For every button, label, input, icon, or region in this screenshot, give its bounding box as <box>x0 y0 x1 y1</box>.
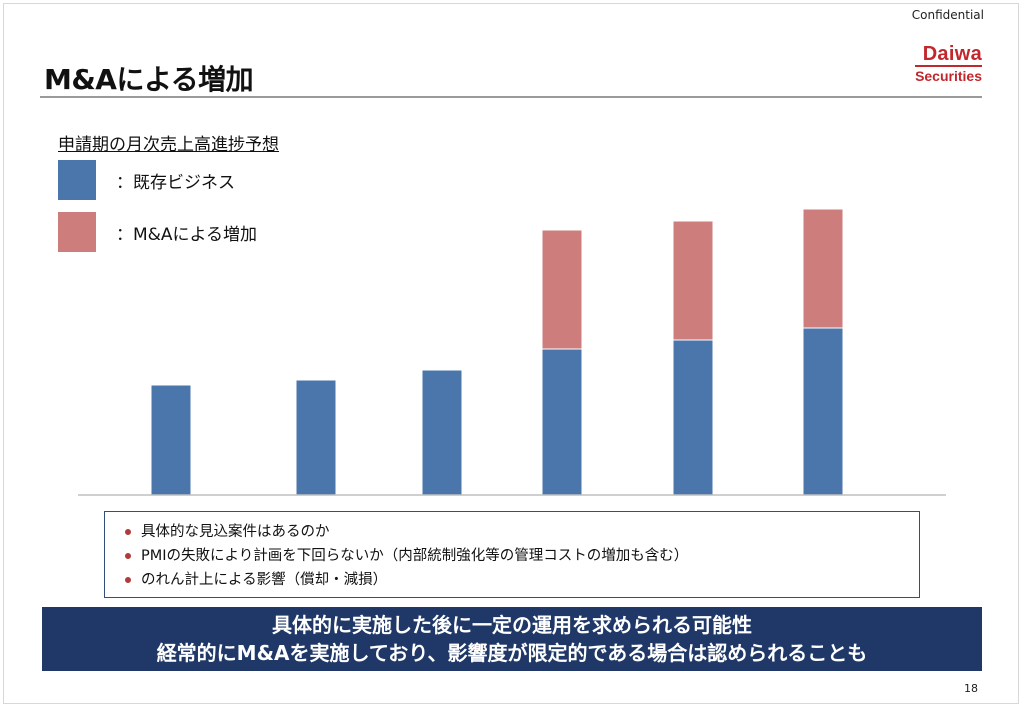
legend-swatch-existing <box>58 160 96 200</box>
logo-main-text: Daiwa <box>922 43 982 65</box>
chart-title: 申請期の月次売上高進捗予想 <box>58 135 279 155</box>
bullet-dot-icon <box>125 553 131 559</box>
chart-bars <box>150 208 844 496</box>
legend-label-ma: ：M&Aによる増加 <box>116 224 258 245</box>
bar-existing-2 <box>295 379 337 496</box>
page-number: 18 <box>964 682 978 695</box>
bar-existing-1 <box>150 384 192 496</box>
banner-line-2: 経常的にM&Aを実施しており、影響度が限定的である場合は認められることも <box>156 641 868 665</box>
bar-ma-4 <box>541 229 583 350</box>
bullet-dot-icon <box>125 529 131 535</box>
bar-ma-6 <box>802 208 844 329</box>
legend-item-ma: ：M&Aによる増加 <box>58 212 257 252</box>
title-divider <box>40 96 982 98</box>
logo-sub-text: Securities <box>915 68 982 84</box>
slide-frame <box>3 3 1019 704</box>
legend-item-existing: ：既存ビジネス <box>58 160 235 200</box>
note-item: PMIの失敗により計画を下回らないか（内部統制強化等の管理コストの増加も含む） <box>123 544 919 568</box>
legend-swatch-ma <box>58 212 96 252</box>
bar-existing-6 <box>802 327 844 496</box>
confidential-label: Confidential <box>911 8 984 22</box>
bar-ma-5 <box>672 220 714 341</box>
note-text: PMIの失敗により計画を下回らないか（内部統制強化等の管理コストの増加も含む） <box>141 548 689 564</box>
note-item: のれん計上による影響（償却・減損） <box>123 568 919 592</box>
notes-list: 具体的な見込案件はあるのか PMIの失敗により計画を下回らないか（内部統制強化等… <box>105 512 919 592</box>
note-text: 具体的な見込案件はあるのか <box>141 524 330 540</box>
logo-underline <box>915 65 982 67</box>
page-title: M&Aによる増加 <box>44 63 254 96</box>
note-text: のれん計上による影響（償却・減損） <box>141 572 388 588</box>
daiwa-securities-logo: Daiwa Securities <box>915 44 982 84</box>
conclusion-banner: 具体的に実施した後に一定の運用を求められる可能性 経常的にM&Aを実施しており、… <box>42 607 982 671</box>
bar-existing-5 <box>672 339 714 496</box>
bar-existing-4 <box>541 348 583 496</box>
bar-existing-3 <box>421 369 463 496</box>
note-item: 具体的な見込案件はあるのか <box>123 520 919 544</box>
notes-box: 具体的な見込案件はあるのか PMIの失敗により計画を下回らないか（内部統制強化等… <box>104 511 920 598</box>
bullet-dot-icon <box>125 577 131 583</box>
legend-label-existing: ：既存ビジネス <box>116 172 235 193</box>
banner-line-1: 具体的に実施した後に一定の運用を求められる可能性 <box>272 613 752 637</box>
